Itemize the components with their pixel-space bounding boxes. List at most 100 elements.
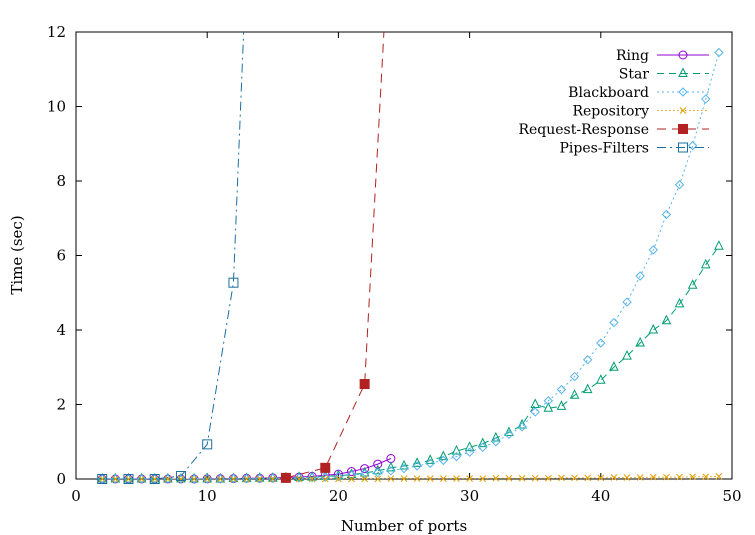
data-point-blackboard <box>373 467 383 478</box>
marker-layer <box>97 47 724 484</box>
data-point-repository <box>230 475 237 483</box>
data-point-star <box>595 374 606 384</box>
data-point-blackboard <box>464 447 475 457</box>
data-point-repository <box>663 473 670 481</box>
data-point-repository <box>361 475 368 483</box>
data-point-star <box>543 402 554 412</box>
data-point-repository <box>256 475 264 483</box>
data-point-star <box>438 450 449 461</box>
data-point-blackboard <box>609 317 619 328</box>
legend-item-star: Star <box>619 67 709 83</box>
x-tick-label: 40 <box>591 487 610 505</box>
data-point-pipes-filters <box>175 471 186 482</box>
y-axis-label: Time (sec) <box>8 215 26 294</box>
data-point-star <box>687 279 698 289</box>
data-point-blackboard <box>674 180 685 190</box>
data-point-repository <box>702 473 710 481</box>
data-point-repository <box>689 473 696 481</box>
data-point-repository <box>492 474 500 482</box>
data-point-repository <box>374 475 382 483</box>
data-point-request-response <box>320 462 331 473</box>
data-point-blackboard <box>556 384 567 395</box>
data-point-repository <box>479 475 487 482</box>
data-point-blackboard <box>596 338 606 348</box>
data-point-star <box>399 459 409 470</box>
data-point-star <box>517 418 527 429</box>
data-point-blackboard <box>451 451 462 462</box>
data-point-repository <box>348 475 355 483</box>
data-point-repository <box>597 474 605 482</box>
data-point-blackboard <box>648 245 658 255</box>
legend-item-pipes-filters: Pipes-Filters <box>559 141 709 157</box>
legend-label: Repository <box>572 104 649 120</box>
data-point-star <box>609 361 619 371</box>
data-point-repository <box>387 475 395 482</box>
data-point-repository <box>413 475 421 482</box>
data-point-repository <box>584 474 592 482</box>
y-tick-label: 2 <box>56 396 66 414</box>
data-point-repository <box>636 474 644 481</box>
data-point-repository <box>321 475 329 483</box>
legend-marker <box>678 124 688 134</box>
data-point-repository <box>216 475 224 483</box>
data-point-repository <box>164 475 172 483</box>
data-point-request-response <box>359 379 370 390</box>
y-tick-label: 6 <box>56 247 66 265</box>
legend-item-blackboard: Blackboard <box>568 85 709 101</box>
y-tick-label: 4 <box>56 321 66 339</box>
legend-label: Pipes-Filters <box>559 141 649 157</box>
data-point-repository <box>623 474 631 481</box>
data-point-star <box>714 240 724 250</box>
legend-marker <box>678 67 688 77</box>
legend-item-repository: Repository <box>572 104 709 120</box>
legend-label: Star <box>619 67 650 83</box>
data-point-repository <box>649 473 657 481</box>
data-point-blackboard <box>215 474 226 484</box>
data-point-star <box>386 461 396 472</box>
data-point-ring <box>360 464 370 474</box>
data-point-repository <box>400 475 408 482</box>
data-point-repository <box>151 475 159 483</box>
data-point-star <box>176 472 186 483</box>
data-point-star <box>189 472 199 483</box>
data-point-pipes-filters <box>97 474 108 484</box>
data-point-star <box>530 398 541 408</box>
axis-ticks: 0 10 20 30 40 50 0 2 4 6 8 10 12 <box>47 23 742 505</box>
data-point-blackboard <box>517 422 527 432</box>
data-point-repository <box>466 475 473 482</box>
legend-marker <box>678 142 688 153</box>
data-point-repository <box>308 475 316 483</box>
data-point-blackboard <box>530 407 540 417</box>
x-tick-label: 20 <box>329 487 348 505</box>
data-point-repository <box>112 475 119 483</box>
x-tick-label: 0 <box>71 487 81 505</box>
legend-label: Request-Response <box>518 122 649 138</box>
data-point-star <box>464 441 475 451</box>
data-point-star <box>136 472 147 483</box>
data-point-star <box>700 258 711 269</box>
data-point-blackboard <box>438 455 449 466</box>
data-point-blackboard <box>228 473 239 484</box>
data-point-repository <box>335 475 342 483</box>
data-point-star <box>477 437 488 448</box>
data-point-star <box>635 336 645 347</box>
data-point-blackboard <box>241 473 252 484</box>
data-point-blackboard <box>622 297 632 307</box>
data-point-blackboard <box>582 355 593 365</box>
series-line-pipes-filters <box>102 32 245 479</box>
legend-marker <box>678 50 688 60</box>
data-point-repository <box>190 475 198 483</box>
legend-label: Ring <box>616 48 649 64</box>
data-point-blackboard <box>189 474 199 484</box>
data-point-blackboard <box>176 474 186 484</box>
series-line-star <box>102 245 720 479</box>
data-point-star <box>163 472 173 483</box>
data-point-blackboard <box>386 466 396 476</box>
data-point-repository <box>518 474 526 482</box>
data-point-repository <box>676 473 683 481</box>
legend-marker <box>679 107 687 114</box>
data-point-blackboard <box>478 442 488 453</box>
data-point-star <box>372 464 383 475</box>
legend-label: Blackboard <box>568 85 649 101</box>
data-point-blackboard <box>714 47 724 58</box>
